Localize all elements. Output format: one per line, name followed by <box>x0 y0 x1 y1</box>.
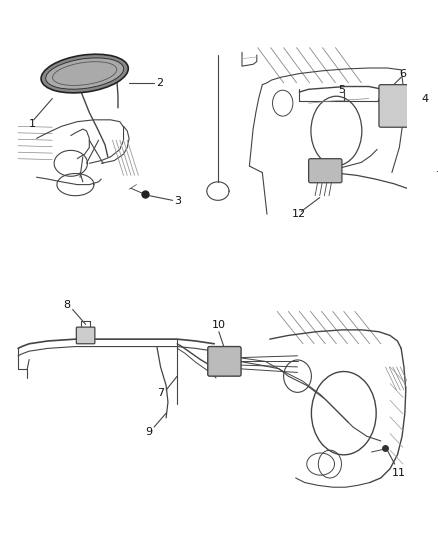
Ellipse shape <box>41 54 128 93</box>
Ellipse shape <box>46 58 124 89</box>
Text: 5: 5 <box>338 85 345 95</box>
Text: 2: 2 <box>156 78 163 88</box>
Text: 11: 11 <box>392 469 406 478</box>
Text: 12: 12 <box>292 209 306 219</box>
FancyBboxPatch shape <box>309 159 342 183</box>
Text: 6: 6 <box>399 69 406 79</box>
Text: 7: 7 <box>157 388 164 398</box>
Text: 9: 9 <box>145 427 152 437</box>
Text: 10: 10 <box>212 320 226 330</box>
Text: 8: 8 <box>64 300 71 310</box>
Text: 7: 7 <box>435 171 438 181</box>
FancyBboxPatch shape <box>76 327 95 344</box>
Text: 3: 3 <box>174 196 181 206</box>
FancyBboxPatch shape <box>379 85 409 127</box>
Text: 1: 1 <box>29 118 36 128</box>
FancyBboxPatch shape <box>208 346 241 376</box>
Text: 4: 4 <box>421 94 429 104</box>
